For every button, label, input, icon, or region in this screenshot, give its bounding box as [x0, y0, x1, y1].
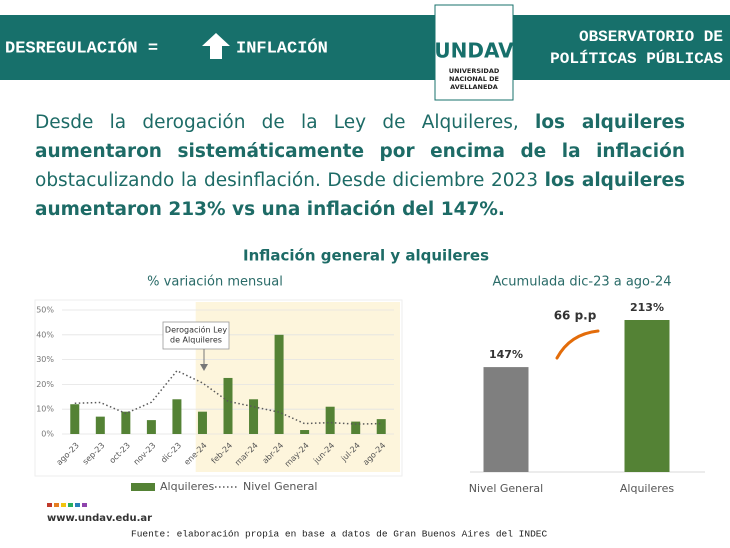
- y-tick-label: 10%: [36, 405, 54, 414]
- logo-line: NACIONAL DE: [449, 75, 499, 83]
- bar: [95, 416, 105, 434]
- header-right: OBSERVATORIO DE: [579, 28, 723, 46]
- bar: [249, 399, 259, 434]
- value-label: 213%: [630, 301, 664, 314]
- header-right: POLÍTICAS PÚBLICAS: [550, 49, 723, 68]
- header-bar: [0, 15, 730, 80]
- bar: [624, 320, 670, 472]
- logo-dots: [47, 503, 87, 507]
- chart-title: Acumulada dic-23 a ago-24: [492, 275, 671, 290]
- y-tick-label: 30%: [36, 355, 54, 364]
- bar: [300, 430, 310, 434]
- section-title: Inflación general y alquileres: [243, 247, 489, 265]
- x-tick-label: Alquileres: [620, 482, 674, 495]
- logo-line: UNIVERSIDAD: [449, 67, 500, 75]
- legend-label: Nivel General: [243, 480, 317, 493]
- bar: [121, 411, 131, 434]
- annotation-arc: [555, 329, 600, 360]
- annotation-text: 66 p.p: [554, 309, 597, 323]
- bar: [172, 399, 182, 434]
- x-tick-label: Nivel General: [469, 482, 543, 495]
- logo-line: AVELLANEDA: [450, 83, 498, 91]
- logo-box: [434, 4, 514, 101]
- annotation-box: [162, 321, 230, 350]
- bar: [274, 334, 284, 434]
- annotation-text: Derogación Ley: [165, 325, 227, 335]
- annotation-arrowhead: [200, 364, 208, 371]
- line: [74, 369, 382, 425]
- header-left: DESREGULACIÓN =: [5, 38, 158, 58]
- logo-name: UNDAV: [434, 39, 514, 63]
- header-left-after: INFLACIÓN: [236, 38, 328, 58]
- paragraph-segment: los alquileres aumentaron 213% vs una in…: [35, 170, 685, 220]
- bar: [197, 411, 207, 434]
- annotation-text: de Alquileres: [170, 336, 222, 345]
- bar: [146, 420, 156, 434]
- paragraph-segment: los alquileres aumentaron sistemáticamen…: [35, 112, 686, 162]
- paragraph: Desde la derogación de la Ley de Alquile…: [35, 108, 685, 224]
- paragraph-segment: Desde la derogación de la Ley de Alquile…: [35, 112, 535, 133]
- bar: [70, 404, 80, 434]
- chart-title: % variación mensual: [147, 275, 283, 290]
- bar: [223, 377, 233, 434]
- footer-source: Fuente: elaboración propia en base a dat…: [131, 529, 547, 540]
- y-tick-label: 0%: [41, 430, 54, 439]
- bar: [376, 419, 386, 434]
- paragraph-segment: obstaculizando la desinflación. Desde di…: [35, 170, 545, 191]
- y-tick-label: 20%: [36, 380, 54, 389]
- bar: [351, 421, 361, 434]
- value-label: 147%: [489, 348, 523, 361]
- footer-url: www.undav.edu.ar: [47, 513, 152, 524]
- legend-label: Alquileres: [160, 480, 214, 493]
- bar: [483, 367, 529, 472]
- legend-swatch: [131, 483, 155, 491]
- y-tick-label: 40%: [36, 330, 54, 339]
- bar: [325, 406, 335, 434]
- up-arrow-icon: [202, 33, 230, 59]
- y-tick-label: 50%: [36, 306, 54, 315]
